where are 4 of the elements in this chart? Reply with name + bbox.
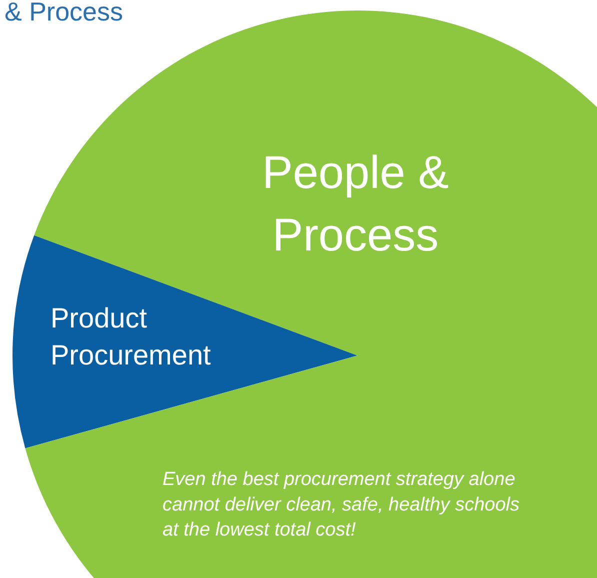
slice-label: Product Procurement bbox=[50, 302, 212, 370]
slice-label: People & Process bbox=[262, 146, 449, 260]
text: Even the best procurement strategy alone cannot deliver clean, safe, healthy schools at the lowest total cost! bbox=[162, 469, 520, 540]
chart-title: & Process bbox=[4, 0, 123, 26]
